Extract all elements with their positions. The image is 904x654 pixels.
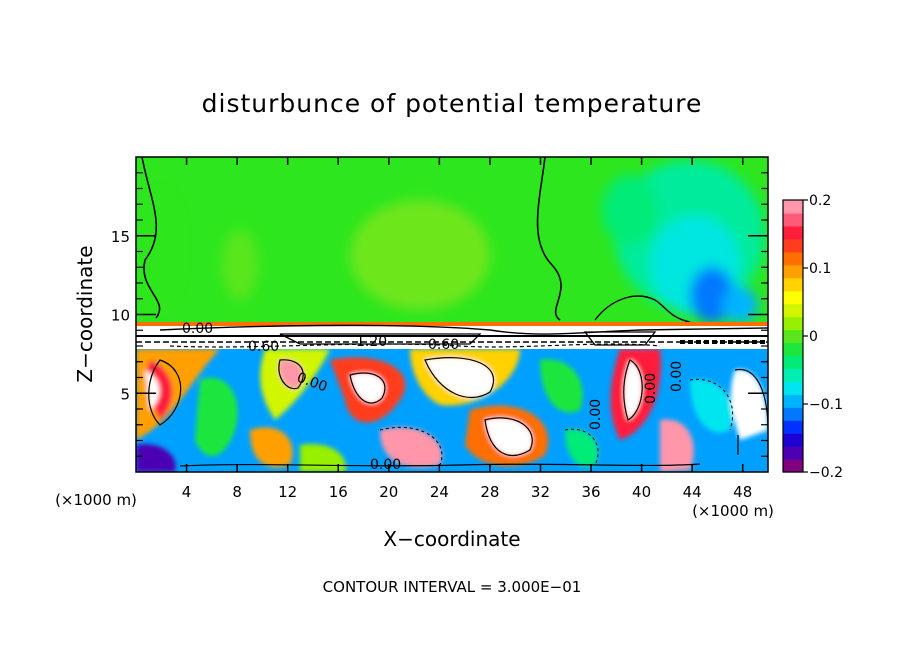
colorbar-swatch [783, 277, 803, 292]
colorbar-swatch [783, 355, 803, 369]
x-unit-label: (×1000 m) [55, 491, 137, 509]
x-tick-label: 48 [733, 483, 752, 501]
contour-interval-note: CONTOUR INTERVAL = 3.000E−01 [323, 578, 582, 596]
colorbar-swatch [783, 394, 803, 408]
chart-title: disturbunce of potential temperature [202, 89, 703, 118]
colorbar-swatch [783, 329, 803, 344]
x-tick-label: 4 [182, 483, 192, 501]
x-axis-label: X−coordinate [383, 527, 520, 551]
colorbar-swatch [783, 433, 803, 447]
y-axis: 5 10 15 [111, 172, 768, 457]
colorbar-swatch [783, 238, 803, 253]
colorbar-swatch [783, 381, 803, 395]
contour-label: 0.00 [370, 457, 401, 473]
colorbar-tick-label: −0.2 [809, 465, 843, 481]
colorbar-tick-label: −0.1 [809, 397, 843, 413]
x-tick-label: 32 [531, 483, 550, 501]
y-axis-label: Z−coordinate [73, 245, 97, 382]
colorbar-swatch [783, 420, 803, 434]
colorbar-swatch [783, 303, 803, 318]
y-tick-label: 15 [111, 228, 130, 246]
lower-field [136, 349, 768, 472]
colorbar-tick-label: 0.2 [809, 193, 831, 209]
plot-area: 0.00 0.60 1.20 0.60 0.00 0.00 0.00 0.00 … [136, 157, 768, 473]
x-tick-label: 20 [379, 483, 398, 501]
contour-label: 0.60 [428, 337, 459, 353]
contour-label: 0.00 [669, 361, 685, 392]
transition-band [136, 322, 768, 350]
colorbar-swatch [783, 459, 803, 473]
contour-label: 1.20 [356, 334, 387, 350]
x-axis: 4 8 12 16 20 24 28 32 36 40 44 48 [182, 157, 752, 501]
colorbar-swatch [783, 342, 803, 357]
contour-label: 0.00 [643, 373, 659, 404]
upper-field [136, 157, 768, 329]
y-tick-label: 10 [111, 307, 130, 325]
colorbar-swatch [783, 225, 803, 240]
contour-label: 0.00 [182, 321, 213, 337]
colorbar-tick-label: 0.1 [809, 261, 831, 277]
colorbar-swatch [783, 251, 803, 266]
colorbar-tick-label: 0 [809, 329, 818, 345]
contour-label: 0.60 [248, 339, 279, 355]
y-tick-label: 5 [120, 385, 130, 403]
colorbar-swatch [783, 290, 803, 305]
x-tick-label: 8 [232, 483, 242, 501]
x-tick-label: 40 [632, 483, 651, 501]
colorbar-swatch [783, 200, 803, 214]
x-tick-label: 28 [480, 483, 499, 501]
colorbar-swatch [783, 316, 803, 331]
colorbar-swatch [783, 407, 803, 421]
x-tick-label: 36 [581, 483, 600, 501]
contour-label: 0.00 [588, 399, 604, 430]
colorbar: 0.2 0.1 0 −0.1 −0.2 [782, 193, 843, 481]
x-tick-label: 16 [329, 483, 348, 501]
colorbar-swatch [783, 368, 803, 382]
colorbar-swatch [783, 212, 803, 227]
x-tick-label: 44 [683, 483, 702, 501]
x-tick-label: 12 [278, 483, 297, 501]
colorbar-swatch [783, 264, 803, 279]
colorbar-swatch [783, 446, 803, 460]
x-unit-label-right: (×1000 m) [692, 502, 774, 520]
x-tick-label: 24 [430, 483, 449, 501]
